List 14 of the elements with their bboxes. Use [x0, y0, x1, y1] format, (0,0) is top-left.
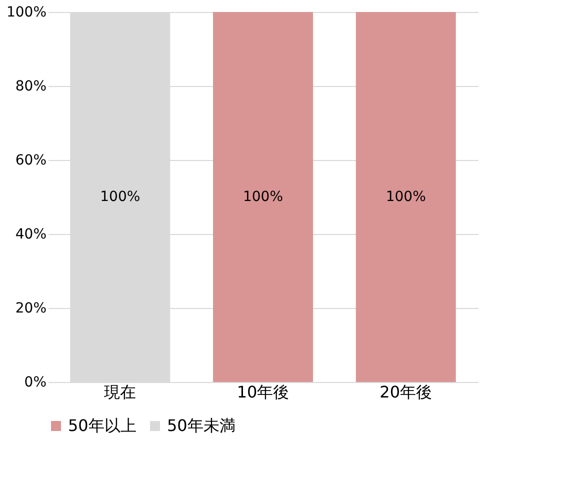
- data-label: 100%: [386, 189, 426, 205]
- data-label: 100%: [100, 189, 140, 205]
- y-tick-label: 60%: [15, 152, 46, 168]
- x-tick-label: 10年後: [236, 382, 290, 402]
- x-tick-label: 現在: [104, 382, 136, 402]
- y-tick-label: 20%: [15, 300, 46, 316]
- y-tick-label: 0%: [24, 374, 46, 390]
- legend-label: 50年以上: [68, 416, 136, 435]
- y-tick-label: 80%: [15, 78, 46, 94]
- y-tick-label: 40%: [15, 226, 46, 242]
- y-tick-label: 100%: [6, 4, 46, 20]
- data-label: 100%: [242, 189, 284, 205]
- x-tick-label: 20年後: [380, 382, 432, 402]
- legend-label: 50年未満: [167, 416, 236, 435]
